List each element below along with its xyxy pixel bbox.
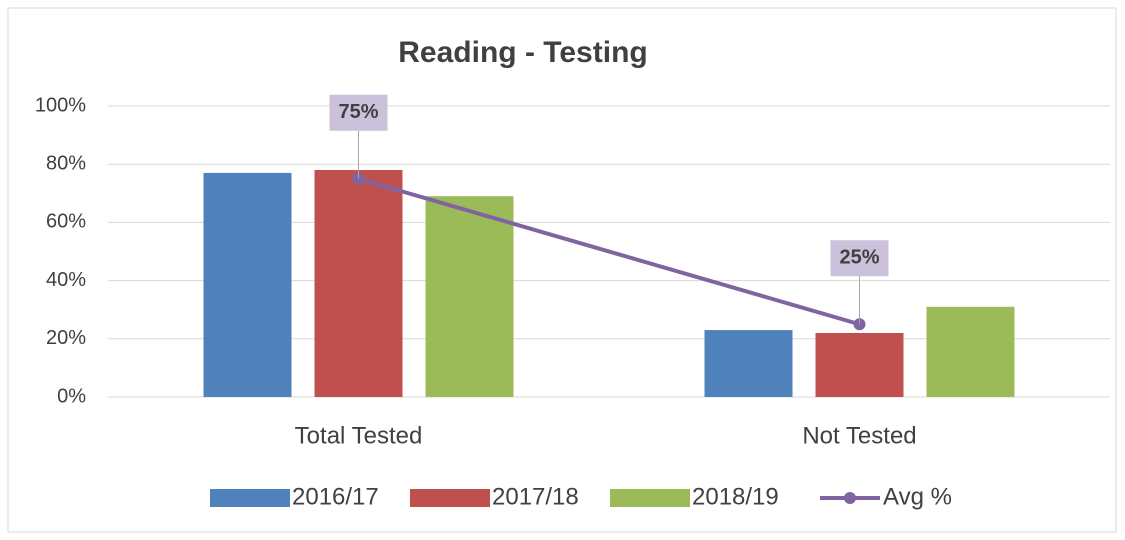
x-tick-label: Not Tested xyxy=(802,422,916,449)
y-tick-label: 40% xyxy=(46,269,86,291)
y-tick-label: 60% xyxy=(46,211,86,233)
legend-swatch xyxy=(210,489,290,507)
bar xyxy=(425,196,514,397)
chart-title: Reading - Testing xyxy=(398,36,647,69)
bar xyxy=(704,330,793,397)
legend-marker xyxy=(844,492,856,504)
y-tick-label: 100% xyxy=(35,94,86,116)
bar xyxy=(815,332,904,397)
callout-box xyxy=(830,240,889,277)
y-tick-label: 0% xyxy=(57,385,86,407)
legend-label: 2018/19 xyxy=(692,483,779,510)
y-tick-label: 20% xyxy=(46,327,86,349)
chart-frame xyxy=(7,7,1117,533)
x-tick-label: Total Tested xyxy=(295,422,423,449)
callout-box xyxy=(329,94,388,131)
bar xyxy=(314,170,403,397)
data-label: 25% xyxy=(839,247,879,269)
line xyxy=(357,176,861,327)
legend-label: 2017/18 xyxy=(492,483,579,510)
legend-label: 2016/17 xyxy=(292,483,379,510)
legend-label: Avg % xyxy=(883,483,952,510)
bar xyxy=(926,306,1015,397)
legend-swatch xyxy=(410,489,490,507)
bar xyxy=(203,172,292,397)
legend-swatch xyxy=(610,489,690,507)
data-label: 75% xyxy=(338,101,378,123)
y-tick-label: 80% xyxy=(46,152,86,174)
